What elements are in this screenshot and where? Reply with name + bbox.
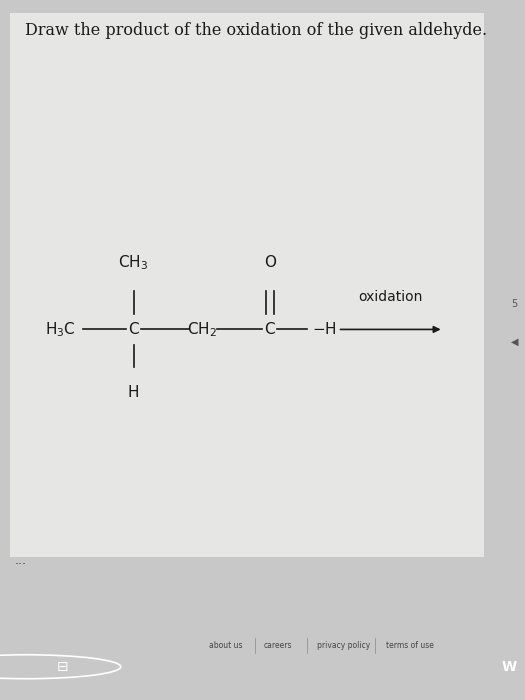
Text: $\mathdefault{H_3C}$: $\mathdefault{H_3C}$ — [45, 320, 76, 339]
Text: $\mathdefault{-H}$: $\mathdefault{-H}$ — [312, 321, 337, 337]
Text: Draw the product of the oxidation of the given aldehyde.: Draw the product of the oxidation of the… — [25, 22, 487, 39]
Text: ⊟: ⊟ — [57, 659, 69, 673]
Text: C: C — [264, 322, 275, 337]
Text: privacy policy: privacy policy — [317, 641, 371, 650]
Text: oxidation: oxidation — [359, 290, 423, 304]
Text: H: H — [128, 385, 139, 400]
Text: ...: ... — [15, 554, 27, 567]
Text: O: O — [264, 256, 276, 270]
Text: careers: careers — [264, 641, 292, 650]
Text: $\mathdefault{CH_3}$: $\mathdefault{CH_3}$ — [119, 253, 149, 272]
Bar — [10, 13, 484, 557]
Text: about us: about us — [209, 641, 243, 650]
Text: C: C — [128, 322, 139, 337]
Text: $\mathdefault{CH_2}$: $\mathdefault{CH_2}$ — [186, 320, 217, 339]
Text: 5: 5 — [511, 299, 518, 309]
Text: W: W — [501, 659, 517, 673]
Text: terms of use: terms of use — [385, 641, 434, 650]
Text: ◀: ◀ — [511, 337, 518, 347]
